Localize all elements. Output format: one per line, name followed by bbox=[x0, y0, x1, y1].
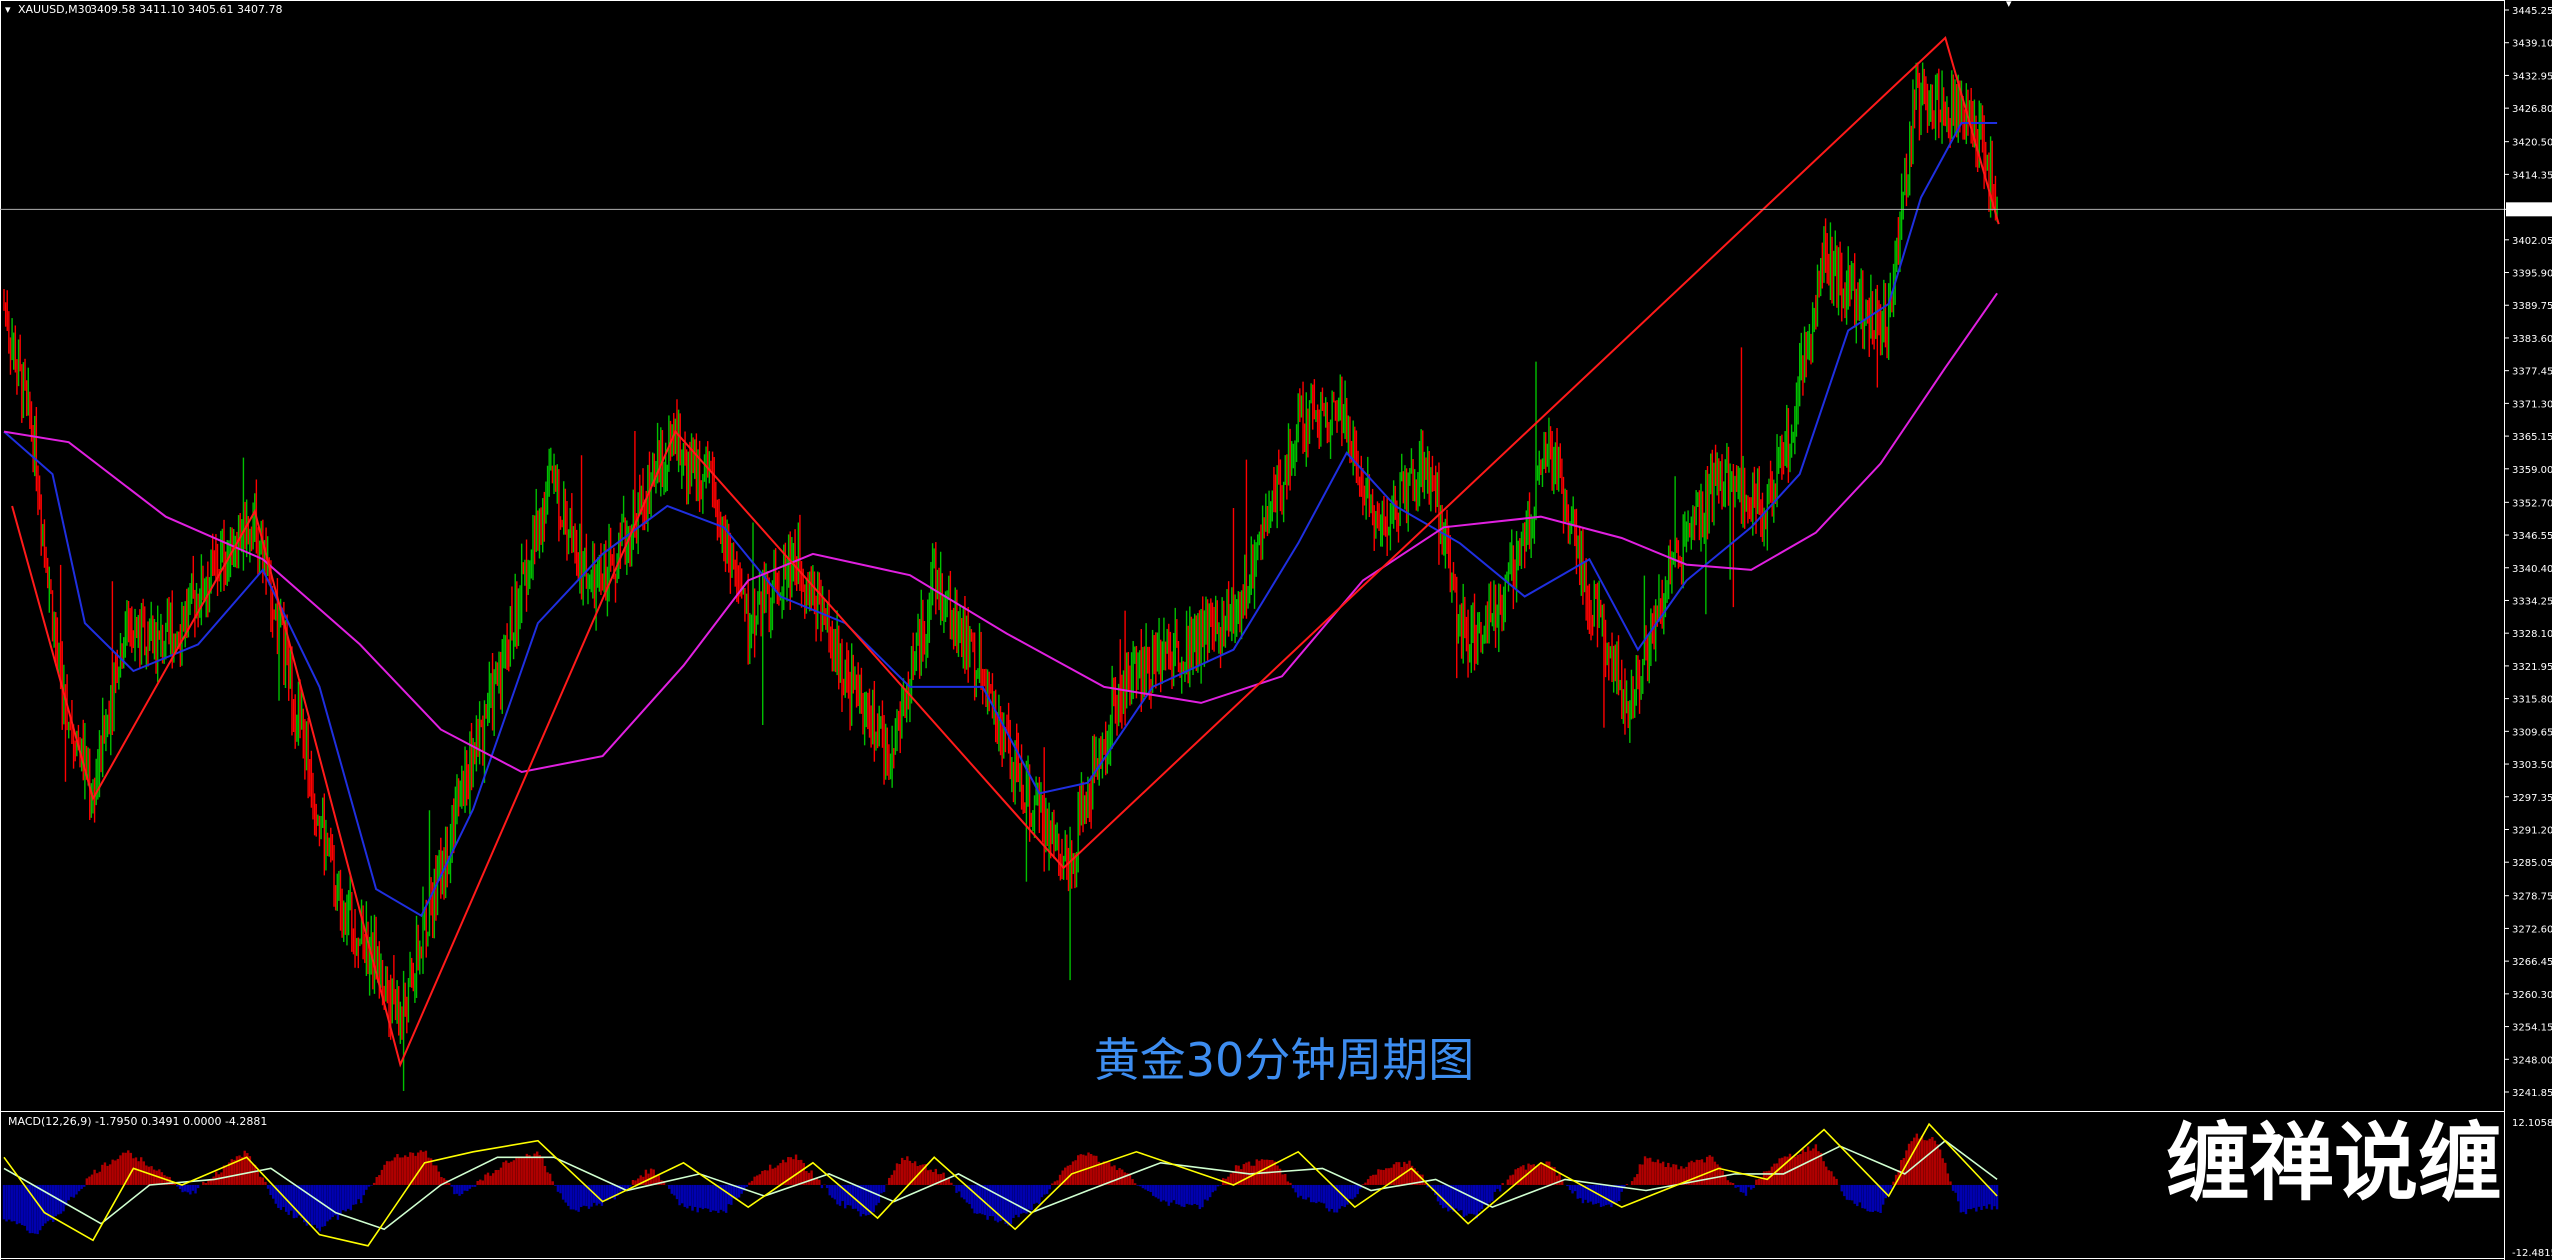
zigzag-path bbox=[11, 36, 2000, 1068]
price-tick-label: 3272.60 bbox=[2512, 924, 2552, 935]
price-tick-label: 3328.10 bbox=[2512, 629, 2552, 640]
price-tick-label: 3260.30 bbox=[2512, 990, 2552, 1001]
ohlc-readout: 3409.58 3411.10 3405.61 3407.78 bbox=[90, 3, 282, 16]
price-tick-label: 3377.45 bbox=[2512, 367, 2552, 378]
zigzag-line bbox=[11, 36, 2000, 1068]
moving-averages bbox=[3, 122, 1998, 918]
price-tick-label: 3334.25 bbox=[2512, 596, 2552, 607]
price-tick-label: 3352.70 bbox=[2512, 498, 2552, 509]
price-tick-label: 3278.75 bbox=[2512, 892, 2552, 903]
price-tick-label: 3426.80 bbox=[2512, 104, 2552, 115]
macd-label: MACD(12,26,9) -1.7950 0.3491 0.0000 -4.2… bbox=[8, 1115, 267, 1128]
price-bars bbox=[3, 62, 1998, 1091]
macd-axis: 12.1058 -12.4815 bbox=[2512, 1118, 2552, 1259]
price-tick-label: 3414.35 bbox=[2512, 170, 2552, 181]
brand-watermark: 缠禅说缠 bbox=[2166, 1114, 2502, 1212]
macd-pane[interactable]: MACD(12,26,9) -1.7950 0.3491 0.0000 -4.2… bbox=[2, 1115, 2552, 1259]
price-tick-label: 3241.85 bbox=[2512, 1088, 2552, 1099]
fast-ma-line bbox=[3, 122, 1998, 918]
macd-tick-label: -12.4815 bbox=[2512, 1248, 2552, 1259]
symbol-label: XAUUSD,M30 bbox=[18, 3, 92, 16]
price-tick-label: 3285.05 bbox=[2512, 858, 2552, 869]
price-tick-label: 3389.75 bbox=[2512, 301, 2552, 312]
current-price-tag bbox=[2506, 202, 2552, 217]
price-tick-label: 3383.60 bbox=[2512, 334, 2552, 345]
price-tick-label: 3407.78 bbox=[2512, 205, 2552, 216]
price-tick-label: 3420.50 bbox=[2512, 138, 2552, 149]
price-tick-label: 3395.90 bbox=[2512, 269, 2552, 280]
price-tick-label: 3309.65 bbox=[2512, 727, 2552, 738]
shift-marker-icon[interactable]: ▾ bbox=[2006, 0, 2012, 10]
macd-main-line bbox=[3, 1122, 1998, 1247]
macd-histogram bbox=[2, 1133, 1999, 1235]
price-tick-label: 3315.80 bbox=[2512, 695, 2552, 706]
macd-lines bbox=[3, 1122, 1998, 1247]
price-tick-label: 3254.15 bbox=[2512, 1023, 2552, 1034]
price-tick-label: 3371.30 bbox=[2512, 399, 2552, 410]
price-tick-label: 3340.40 bbox=[2512, 564, 2552, 575]
price-tick-label: 3303.50 bbox=[2512, 760, 2552, 771]
price-tick-label: 3365.15 bbox=[2512, 432, 2552, 443]
slow-ma-line bbox=[3, 292, 1998, 774]
price-tick-label: 3297.35 bbox=[2512, 793, 2552, 804]
price-tick-label: 3432.95 bbox=[2512, 71, 2552, 82]
price-tick-label: 3266.45 bbox=[2512, 957, 2552, 968]
price-tick-label: 3445.25 bbox=[2512, 6, 2552, 17]
price-tick-label: 3359.00 bbox=[2512, 465, 2552, 476]
price-tick-label: 3321.95 bbox=[2512, 662, 2552, 673]
price-tick-label: 3439.10 bbox=[2512, 39, 2552, 50]
chart-caption: 黄金30分钟周期图 bbox=[1094, 1033, 1475, 1087]
price-tick-label: 3248.00 bbox=[2512, 1055, 2552, 1066]
chart-menu-icon[interactable]: ▾ bbox=[5, 3, 11, 16]
price-tick-label: 3402.05 bbox=[2512, 236, 2552, 247]
price-axis: 3445.25 3439.10 3432.95 3426.80 3420.50 3414.… bbox=[2504, 6, 2552, 1099]
price-tick-label: 3346.55 bbox=[2512, 531, 2552, 542]
macd-tick-label: 12.1058 bbox=[2512, 1118, 2552, 1129]
macd-signal-line bbox=[3, 1139, 1998, 1231]
price-tick-label: 3291.20 bbox=[2512, 825, 2552, 836]
